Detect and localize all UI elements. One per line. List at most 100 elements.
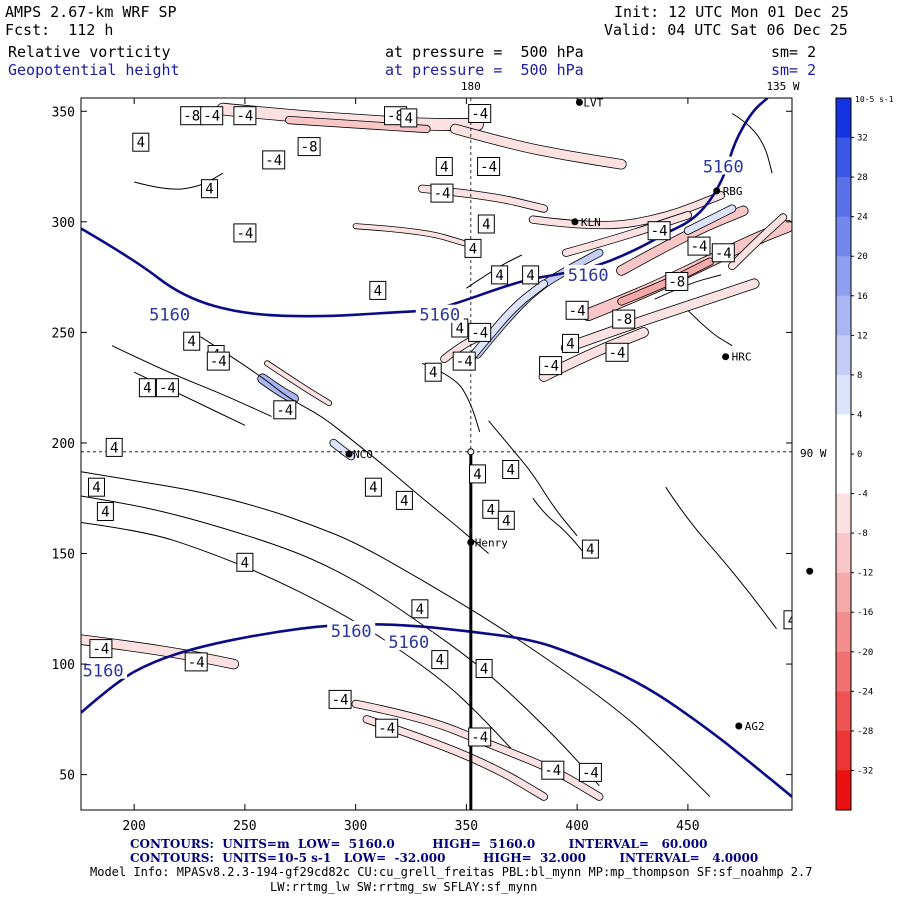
vorticity-label-18: -4: [711, 243, 735, 263]
colorbar-swatch: [836, 374, 851, 415]
vorticity-label-17: -4: [687, 236, 711, 256]
colorbar-tick-label: -4: [857, 490, 868, 500]
colorbar-tick-label: 0: [857, 450, 862, 460]
vorticity-band-20: [684, 205, 736, 234]
colorbar-tick-label: 4: [857, 410, 862, 420]
vorticity-label-32: 4: [424, 362, 442, 382]
vorticity-label-text: 4: [187, 334, 195, 350]
vorticity-label-21: 4: [491, 265, 509, 285]
vorticity-label-text: 4: [469, 241, 477, 257]
colorbar-swatch: [836, 454, 851, 495]
colorbar-tick-label: -24: [857, 687, 873, 697]
vorticity-label-box: [612, 309, 636, 329]
vorticity-label-text: 4: [429, 365, 437, 381]
vorticity-label-56: -4: [375, 718, 399, 738]
vorticity-label-22: -4: [565, 300, 589, 320]
vorticity-label-text: -4: [236, 109, 253, 125]
vorticity-label-box: [138, 378, 156, 398]
vorticity-label-44: 4: [96, 502, 114, 521]
vorticity-label-box: [469, 464, 486, 484]
vorticity-label-35: 4: [138, 378, 156, 398]
vorticity-label-box: [539, 356, 563, 376]
vorticity-label-text: 4: [456, 321, 464, 337]
vorticity-contour-line-3: [200, 336, 489, 554]
vorticity-label-box: [206, 351, 230, 371]
colorbar-swatch: [836, 98, 851, 139]
vorticity-label-box: [364, 477, 382, 497]
vorticity-label-10: -4: [477, 157, 501, 176]
colorbar-swatch: [836, 177, 851, 218]
vorticity-label-box: [783, 610, 792, 630]
map-gridlines: [81, 98, 792, 810]
y-tick-label: 150: [52, 548, 75, 563]
vorticity-label-text: -4: [332, 692, 349, 708]
vorticity-label-53: 4: [431, 650, 449, 670]
vorticity-label-58: -4: [541, 760, 565, 780]
vorticity-label-16: -4: [647, 221, 671, 241]
vorticity-band-2: [450, 124, 626, 169]
colorbar-swatch: [836, 335, 851, 376]
vorticity-label-box: [477, 157, 501, 176]
vorticity-label-text: -4: [92, 642, 109, 658]
station-label-kln: KLN: [581, 216, 601, 229]
vorticity-label-box: [200, 106, 224, 126]
cross-section-origin: [467, 448, 475, 456]
vorticity-label-text: 4: [566, 336, 574, 352]
colorbar-tick-label: -32: [857, 766, 873, 776]
vorticity-label-box: [132, 132, 150, 152]
vorticity-band-0: [217, 103, 484, 131]
height-label-1: 5160: [419, 306, 460, 326]
vorticity-label-box: [184, 652, 208, 672]
x-tick-label: 250: [233, 819, 256, 834]
vorticity-label-box: [475, 659, 493, 678]
vorticity-label-box: [522, 265, 540, 285]
vorticity-label-box: [233, 106, 257, 126]
vorticity-label-text: -4: [378, 721, 395, 737]
vorticity-label-52: -4: [184, 652, 208, 672]
vorticity-band-14: [264, 361, 332, 406]
plot-frame: [80, 97, 793, 811]
vorticity-label-text: 4: [137, 135, 145, 151]
grid-label-180: 180: [461, 80, 481, 93]
vorticity-label-49: 4: [411, 599, 429, 619]
vorticity-band-5: [529, 192, 725, 229]
colorbar-swatch: [836, 493, 851, 534]
y-tick-label: 100: [52, 658, 75, 673]
vorticity-label-4: -4: [262, 150, 286, 170]
field1-smoothing: sm= 2: [771, 43, 817, 61]
height-label-bg-4: [81, 660, 128, 679]
vorticity-label-text: -4: [471, 325, 488, 341]
vorticity-label-54: 4: [475, 659, 493, 678]
init-time: Init: 12 UTC Mon 01 Dec 25: [614, 3, 849, 21]
vorticity-contour-line-1: [81, 495, 600, 787]
axis-ticks: 200 250 300 350 400 450 50 100 150 200 250 300 350: [52, 98, 792, 834]
vorticity-contour-line-12: [731, 113, 773, 174]
vorticity-label-box: [497, 510, 515, 530]
vorticity-label-text: 4: [440, 160, 448, 176]
vorticity-label-50: 4: [783, 610, 796, 630]
height-label-bg-5: [327, 620, 376, 639]
vorticity-label-text: -4: [569, 303, 586, 319]
vorticity-label-28: 4: [562, 333, 579, 353]
vorticity-label-box: [468, 322, 492, 342]
height-label-0: 5160: [149, 306, 190, 326]
station-dot-0: [575, 98, 583, 106]
vorticity-label-text: 4: [788, 613, 796, 629]
vorticity-label-37: -4: [273, 400, 297, 420]
footer-physics-info: LW:rrtmg_lw SW:rrtmg_sw SFLAY:sf_mynn: [270, 880, 538, 894]
colorbar-swatch: [836, 691, 851, 732]
colorbar-tick-label: 24: [857, 213, 868, 223]
vorticity-label-text: 4: [143, 381, 151, 397]
vorticity-label-5: -8: [297, 137, 321, 157]
footer-height-contours: CONTOURS: UNITS=m LOW= 5160.0 HIGH= 5160…: [130, 837, 708, 851]
vorticity-label-text: -4: [471, 730, 488, 746]
vorticity-label-box: [96, 502, 114, 521]
colorbar-tick-label: 20: [857, 252, 868, 262]
height-label-bg-6: [384, 632, 433, 650]
colorbar-tick-label: -20: [857, 648, 873, 658]
vorticity-contour-line-5: [133, 371, 246, 426]
height-label-bg-3: [699, 156, 748, 175]
station-dot-4: [345, 450, 353, 458]
vorticity-label-box: [430, 183, 454, 203]
station-dot-6: [735, 722, 743, 730]
